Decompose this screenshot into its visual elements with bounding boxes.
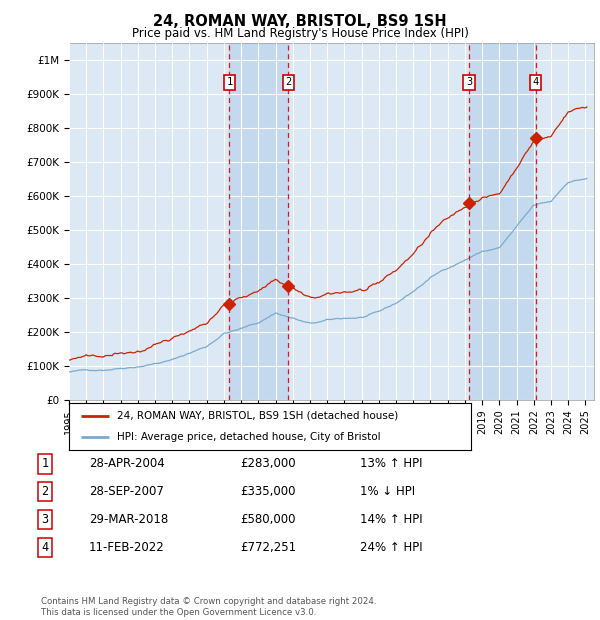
Text: 3: 3 (41, 513, 49, 526)
Text: 4: 4 (533, 78, 539, 87)
Text: HPI: Average price, detached house, City of Bristol: HPI: Average price, detached house, City… (117, 432, 381, 442)
Text: 14% ↑ HPI: 14% ↑ HPI (360, 513, 422, 526)
Text: £283,000: £283,000 (240, 458, 296, 470)
Text: £335,000: £335,000 (240, 485, 296, 498)
Text: 24, ROMAN WAY, BRISTOL, BS9 1SH (detached house): 24, ROMAN WAY, BRISTOL, BS9 1SH (detache… (117, 410, 398, 420)
Text: 1: 1 (41, 458, 49, 470)
Text: £772,251: £772,251 (240, 541, 296, 554)
Text: 13% ↑ HPI: 13% ↑ HPI (360, 458, 422, 470)
Text: 28-SEP-2007: 28-SEP-2007 (89, 485, 164, 498)
Text: 3: 3 (466, 78, 472, 87)
Bar (229, 43, 288, 400)
Bar (469, 43, 536, 400)
Text: 1% ↓ HPI: 1% ↓ HPI (360, 485, 415, 498)
Text: 24% ↑ HPI: 24% ↑ HPI (360, 541, 422, 554)
Text: 11-FEB-2022: 11-FEB-2022 (89, 541, 164, 554)
Text: Price paid vs. HM Land Registry's House Price Index (HPI): Price paid vs. HM Land Registry's House … (131, 27, 469, 40)
Text: 24, ROMAN WAY, BRISTOL, BS9 1SH: 24, ROMAN WAY, BRISTOL, BS9 1SH (153, 14, 447, 29)
Text: 2: 2 (41, 485, 49, 498)
Text: 28-APR-2004: 28-APR-2004 (89, 458, 164, 470)
Text: 1: 1 (226, 78, 233, 87)
Text: 29-MAR-2018: 29-MAR-2018 (89, 513, 168, 526)
Text: 4: 4 (41, 541, 49, 554)
Text: Contains HM Land Registry data © Crown copyright and database right 2024.
This d: Contains HM Land Registry data © Crown c… (41, 598, 376, 617)
Text: 2: 2 (285, 78, 292, 87)
Text: £580,000: £580,000 (240, 513, 296, 526)
